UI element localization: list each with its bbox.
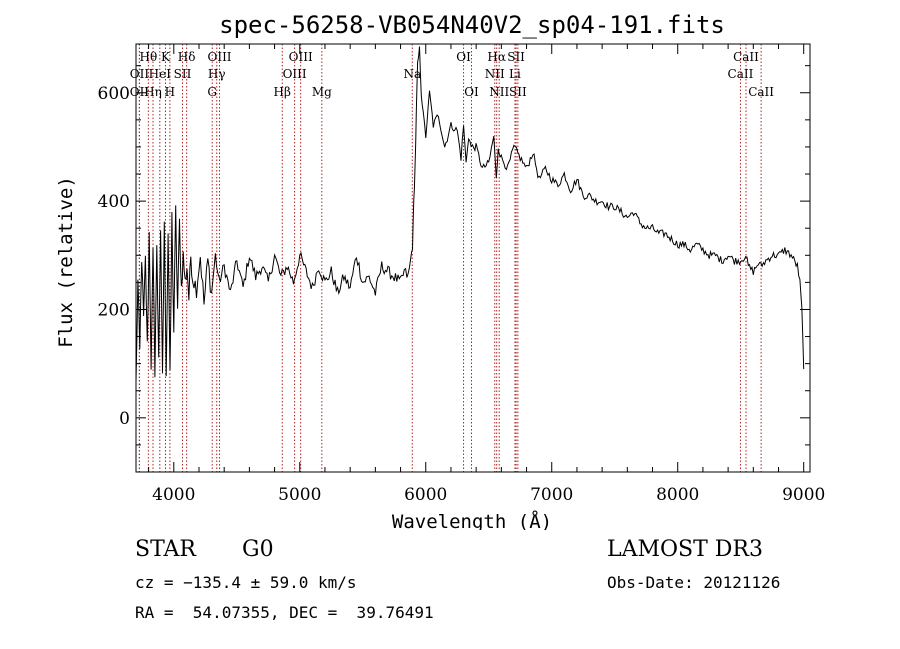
line-label-20: SII [507, 50, 525, 64]
line-label-18: OI [464, 85, 479, 99]
plot-frame [135, 43, 811, 473]
x-tick-label-2: 6000 [404, 485, 447, 505]
ra-dec-coordinates: RA = 54.07355, DEC = 39.76491 [135, 603, 434, 622]
line-label-26: CaII [728, 67, 754, 81]
x-tick-label-0: 4000 [152, 485, 195, 505]
survey-name: LAMOST DR3 [607, 537, 763, 562]
line-label-1: OII [130, 67, 150, 81]
line-label-14: Hβ [274, 85, 291, 99]
object-class: STAR [135, 537, 196, 562]
line-label-16: Na [403, 67, 421, 81]
spectrum-series-0 [135, 46, 805, 383]
line-label-4: K [161, 50, 171, 64]
redshift-cz: cz = −135.4 ± 59.0 km/s [135, 573, 357, 592]
x-tick-label-1: 5000 [278, 485, 321, 505]
x-tick-label-5: 9000 [782, 485, 825, 505]
line-label-27: CaII [748, 85, 774, 99]
line-label-25: CaII [733, 50, 759, 64]
y-tick-label-1: 200 [98, 300, 130, 320]
observation-date: Obs-Date: 20121126 [607, 573, 781, 592]
line-label-8: Hδ [178, 50, 196, 64]
line-label-5: HeI [149, 67, 172, 81]
spectrum-chart: 4000 5000 6000 7000 8000 9000 0 200 400 600 Hθ OII… [55, 11, 825, 533]
line-label-11: G [207, 85, 217, 99]
chart-title: spec-56258-VB054N40V2_sp04-191.fits [219, 11, 725, 39]
y-tick-label-0: 0 [119, 409, 130, 429]
line-label-23: NII [489, 85, 509, 99]
line-label-3: Hη [144, 85, 162, 99]
line-label-24: SII [509, 85, 527, 99]
line-label-17: OI [456, 50, 471, 64]
line-label-6: SII [174, 67, 192, 81]
line-label-15: Mg [312, 85, 332, 99]
line-label-9: OIII [207, 50, 231, 64]
line-label-19: Hα [487, 50, 506, 64]
line-label-7: H [165, 85, 175, 99]
y-axis-label: Flux (relative) [55, 176, 77, 348]
line-label-13: OIII [283, 67, 307, 81]
line-label-2: OII [130, 85, 150, 99]
spectral-subclass: G0 [242, 537, 274, 562]
y-tick-label-3: 600 [98, 84, 130, 104]
x-tick-label-3: 7000 [530, 485, 573, 505]
x-tick-label-4: 8000 [656, 485, 699, 505]
line-label-0: Hθ [139, 50, 157, 64]
line-label-10: Hγ [208, 67, 226, 81]
x-axis-label: Wavelength (Å) [392, 510, 552, 530]
line-label-12: OIII [289, 50, 313, 64]
y-tick-label-2: 400 [98, 192, 130, 212]
line-label-22: Li [509, 67, 521, 81]
line-label-21: NII [485, 67, 505, 81]
